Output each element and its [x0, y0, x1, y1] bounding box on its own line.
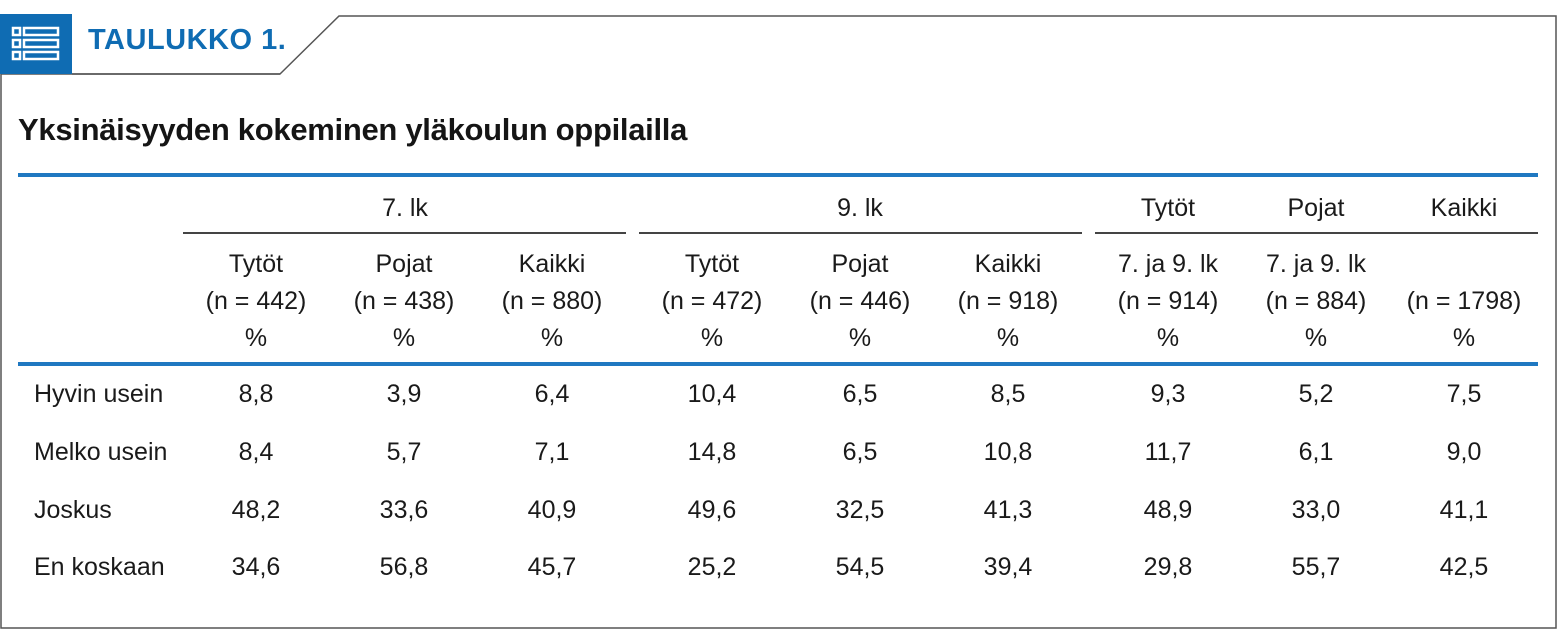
table-cell: 10,8	[983, 438, 1033, 466]
column-header-l3: %	[540, 324, 564, 352]
group-header-9lk: 9. lk	[837, 194, 883, 222]
group-header-boys: Pojat	[1287, 194, 1345, 222]
table-cell: 56,8	[379, 553, 429, 581]
column-header-l2: (n = 880)	[501, 287, 603, 315]
column-header-l3: %	[392, 324, 416, 352]
table-cell: 6,5	[842, 438, 878, 466]
table-cell: 40,9	[527, 496, 577, 524]
column-header-l3: %	[1156, 324, 1180, 352]
column-header-l1: Pojat	[375, 250, 433, 278]
row-label: Hyvin usein	[34, 380, 164, 408]
column-header-l2: (n = 442)	[205, 287, 307, 315]
row-label: En koskaan	[34, 553, 165, 581]
column-header-l3: %	[996, 324, 1020, 352]
group-header-all: Kaikki	[1430, 194, 1498, 222]
table-cell: 29,8	[1143, 553, 1193, 581]
table-cell: 48,9	[1143, 496, 1193, 524]
table-cell: 55,7	[1291, 553, 1341, 581]
column-header-l2: (n = 438)	[353, 287, 455, 315]
table-cell: 6,4	[534, 380, 570, 408]
table-cell: 11,7	[1144, 438, 1192, 466]
table-cell: 6,5	[842, 380, 878, 408]
column-header-l1: Tytöt	[228, 250, 284, 278]
table-cell: 39,4	[983, 553, 1033, 581]
column-header-l2: (n = 884)	[1265, 287, 1367, 315]
table-cell: 54,5	[835, 553, 885, 581]
group-line-total	[1095, 232, 1538, 234]
table-cell: 48,2	[231, 496, 281, 524]
column-header-l3: %	[1452, 324, 1476, 352]
group-header-girls: Tytöt	[1140, 194, 1196, 222]
top-rule	[18, 173, 1538, 177]
table-cell: 8,4	[238, 438, 274, 466]
group-line-7lk	[183, 232, 626, 234]
table-cell: 34,6	[231, 553, 281, 581]
column-header-l1: Pojat	[831, 250, 889, 278]
column-header-l1: Kaikki	[518, 250, 586, 278]
table-cell: 14,8	[687, 438, 737, 466]
table-cell: 41,3	[983, 496, 1033, 524]
table-cell: 9,0	[1446, 438, 1482, 466]
column-header-l3: %	[1304, 324, 1328, 352]
table-number-label: TAULUKKO 1.	[88, 24, 287, 56]
column-header-l3: %	[244, 324, 268, 352]
column-header-l1: 7. ja 9. lk	[1117, 250, 1219, 278]
column-header-l2: (n = 914)	[1117, 287, 1219, 315]
column-header-l1: Tytöt	[684, 250, 740, 278]
column-header-l3: %	[700, 324, 724, 352]
table-title: Yksinäisyyden kokeminen yläkoulun oppila…	[18, 112, 688, 147]
row-label: Melko usein	[34, 438, 168, 466]
table-cell: 8,8	[238, 380, 274, 408]
group-header-7lk: 7. lk	[382, 194, 428, 222]
table-cell: 33,0	[1291, 496, 1341, 524]
table-cell: 10,4	[687, 380, 737, 408]
column-header-l2: (n = 472)	[661, 287, 763, 315]
table-cell: 7,5	[1446, 380, 1482, 408]
header-bottom-rule	[18, 362, 1538, 366]
group-line-9lk	[639, 232, 1082, 234]
row-label: Joskus	[34, 496, 112, 524]
table-cell: 45,7	[527, 553, 577, 581]
table-cell: 8,5	[990, 380, 1026, 408]
table-cell: 32,5	[835, 496, 885, 524]
table-cell: 49,6	[687, 496, 737, 524]
column-header-l2: (n = 918)	[957, 287, 1059, 315]
table-cell: 7,1	[534, 438, 570, 466]
column-header-l1: 7. ja 9. lk	[1265, 250, 1367, 278]
column-header-l3: %	[848, 324, 872, 352]
table-cell: 9,3	[1150, 380, 1186, 408]
table-cell: 5,2	[1298, 380, 1334, 408]
column-header-l2: (n = 1798)	[1406, 287, 1522, 315]
table-list-icon	[0, 14, 72, 74]
table-cell: 41,1	[1439, 496, 1489, 524]
table-cell: 6,1	[1298, 438, 1334, 466]
table-cell: 3,9	[386, 380, 422, 408]
table-cell: 25,2	[687, 553, 737, 581]
table-cell: 5,7	[386, 438, 422, 466]
column-header-l1: Kaikki	[974, 250, 1042, 278]
table-cell: 42,5	[1439, 553, 1489, 581]
column-header-l2: (n = 446)	[809, 287, 911, 315]
table-cell: 33,6	[379, 496, 429, 524]
